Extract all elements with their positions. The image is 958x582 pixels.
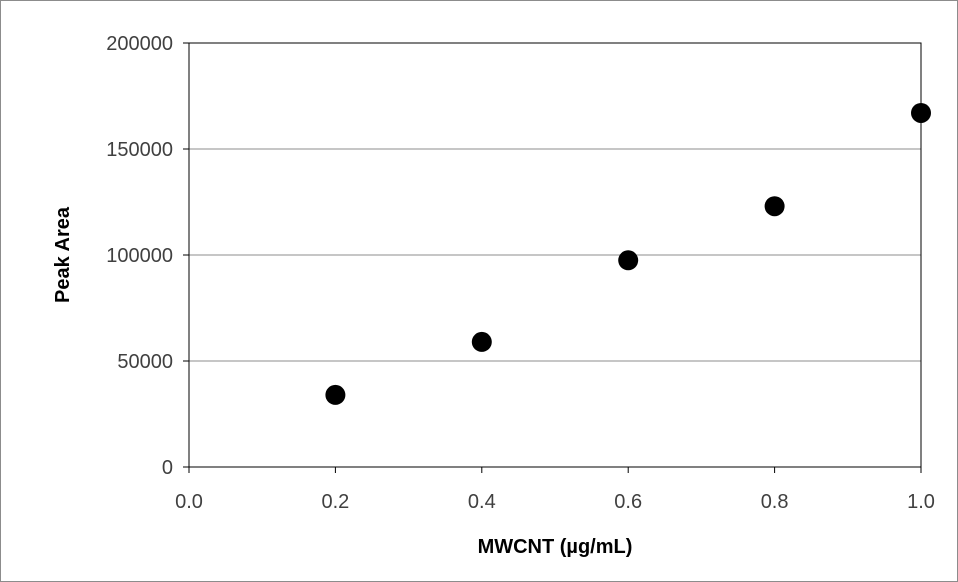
y-tick-label: 200000 — [106, 33, 173, 55]
data-point — [911, 102, 931, 123]
data-point — [325, 384, 346, 405]
x-tick-label: 0.2 — [321, 491, 349, 513]
x-tick-label: 0.6 — [614, 491, 642, 513]
x-tick-label: 1.0 — [907, 491, 935, 513]
x-tick-label: 0.8 — [761, 491, 789, 513]
y-tick-label: 0 — [162, 457, 173, 479]
y-axis-title: Peak Area — [52, 206, 74, 303]
x-tick-label: 0.0 — [175, 491, 203, 513]
x-tick-label: 0.4 — [468, 491, 496, 513]
gridlines — [189, 148, 921, 362]
data-point — [618, 250, 639, 271]
data-points — [325, 102, 931, 405]
data-point — [471, 331, 492, 352]
axes: 0 50000 100000 150000 200000 0.0 0.2 0.4 0.6 0.8 1… — [106, 33, 935, 513]
x-axis-title: MWCNT (µg/mL) — [478, 536, 633, 558]
y-tick-label: 100000 — [106, 245, 173, 267]
data-point — [764, 196, 785, 217]
y-tick-label: 50000 — [117, 351, 173, 373]
y-tick-label: 150000 — [106, 139, 173, 161]
